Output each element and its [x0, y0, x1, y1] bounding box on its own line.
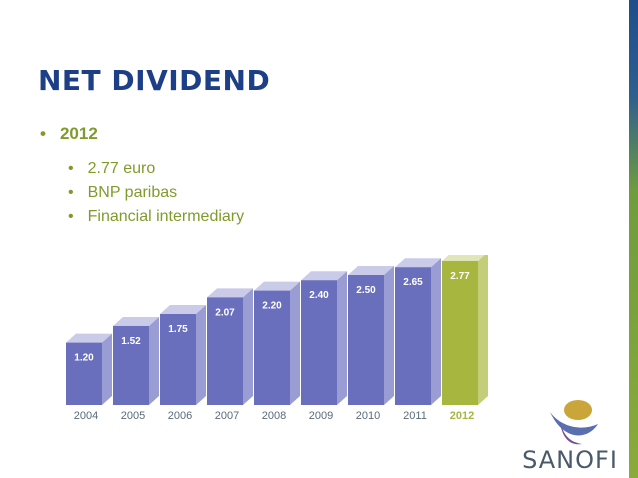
bar [301, 280, 337, 405]
bar-side-face [243, 288, 253, 405]
bar-value-label: 2.50 [356, 285, 376, 296]
slide-title: NET DIVIDEND [38, 64, 271, 97]
logo-head-shape [564, 400, 592, 420]
bar [113, 325, 149, 405]
bar-top-face [160, 305, 206, 314]
x-tick-label: 2004 [74, 410, 98, 422]
bar-value-label: 2.40 [309, 290, 329, 301]
x-tick-label: 2005 [121, 410, 145, 422]
x-tick-label: 2006 [168, 410, 192, 422]
bar [395, 267, 431, 405]
bar-side-face [478, 255, 488, 405]
bar-top-face [301, 271, 347, 281]
bar [254, 290, 290, 405]
bar-top-face [66, 333, 112, 343]
main-bullet: • 2012 [40, 124, 98, 144]
bar-value-label: 2.77 [450, 271, 470, 282]
bullet-dot: • [40, 124, 46, 143]
bar-value-label: 1.20 [74, 353, 94, 364]
bar [66, 342, 102, 405]
sanofi-logo: SANOFI [520, 392, 620, 474]
bar [160, 314, 196, 405]
bar-value-label: 2.20 [262, 301, 282, 312]
sub-bullet: • 2.77 euro [68, 159, 244, 183]
bullet-dot: • [68, 160, 74, 177]
x-tick-label: 2009 [309, 410, 333, 422]
bar-side-face [102, 333, 112, 405]
logo-wing-shape [550, 412, 598, 436]
bar-side-face [149, 316, 159, 405]
bar-top-face [113, 316, 159, 326]
dividend-bar-chart: 1.20 2004 1.52 2005 1.75 2006 2.07 2007 2.20 2008… [66, 255, 488, 422]
sub-bullet-text: Financial intermediary [87, 208, 245, 225]
bar [348, 275, 384, 405]
sub-bullet-text: 2.77 euro [87, 160, 156, 177]
bar-side-face [431, 258, 441, 405]
x-tick-label: 2012 [450, 410, 474, 422]
x-tick-label: 2010 [356, 410, 380, 422]
bar-top-face [442, 255, 485, 261]
bar-top-face [348, 266, 394, 275]
sub-bullet-list: • 2.77 euro • BNP paribas • Financial inter… [68, 159, 244, 231]
main-bullet-text: 2012 [59, 124, 98, 143]
x-tick-label: 2011 [403, 410, 427, 422]
bar-side-face [290, 281, 300, 405]
side-accent-bar [629, 0, 638, 478]
bar-value-label: 1.75 [168, 324, 188, 335]
x-tick-label: 2008 [262, 410, 286, 422]
bar-side-face [384, 266, 394, 405]
x-tick-label: 2007 [215, 410, 239, 422]
bullet-dot: • [68, 208, 74, 225]
logo-tail-shape [560, 422, 582, 445]
bar [207, 297, 243, 405]
bar-side-face [337, 271, 347, 405]
bar-value-label: 2.07 [215, 307, 235, 318]
bar-value-label: 2.65 [403, 277, 423, 288]
bar-top-face [207, 288, 253, 298]
logo-text: SANOFI [522, 446, 618, 474]
bar [442, 260, 478, 405]
bullet-dot: • [68, 184, 74, 201]
bar-top-face [254, 281, 300, 291]
sub-bullet: • BNP paribas [68, 183, 244, 207]
bar-value-label: 1.52 [121, 336, 141, 347]
sanofi-bird-icon [550, 400, 598, 445]
sub-bullet: • Financial intermediary [68, 207, 244, 231]
bar-top-face [395, 258, 441, 268]
sub-bullet-text: BNP paribas [87, 184, 178, 201]
bar-side-face [196, 305, 206, 405]
